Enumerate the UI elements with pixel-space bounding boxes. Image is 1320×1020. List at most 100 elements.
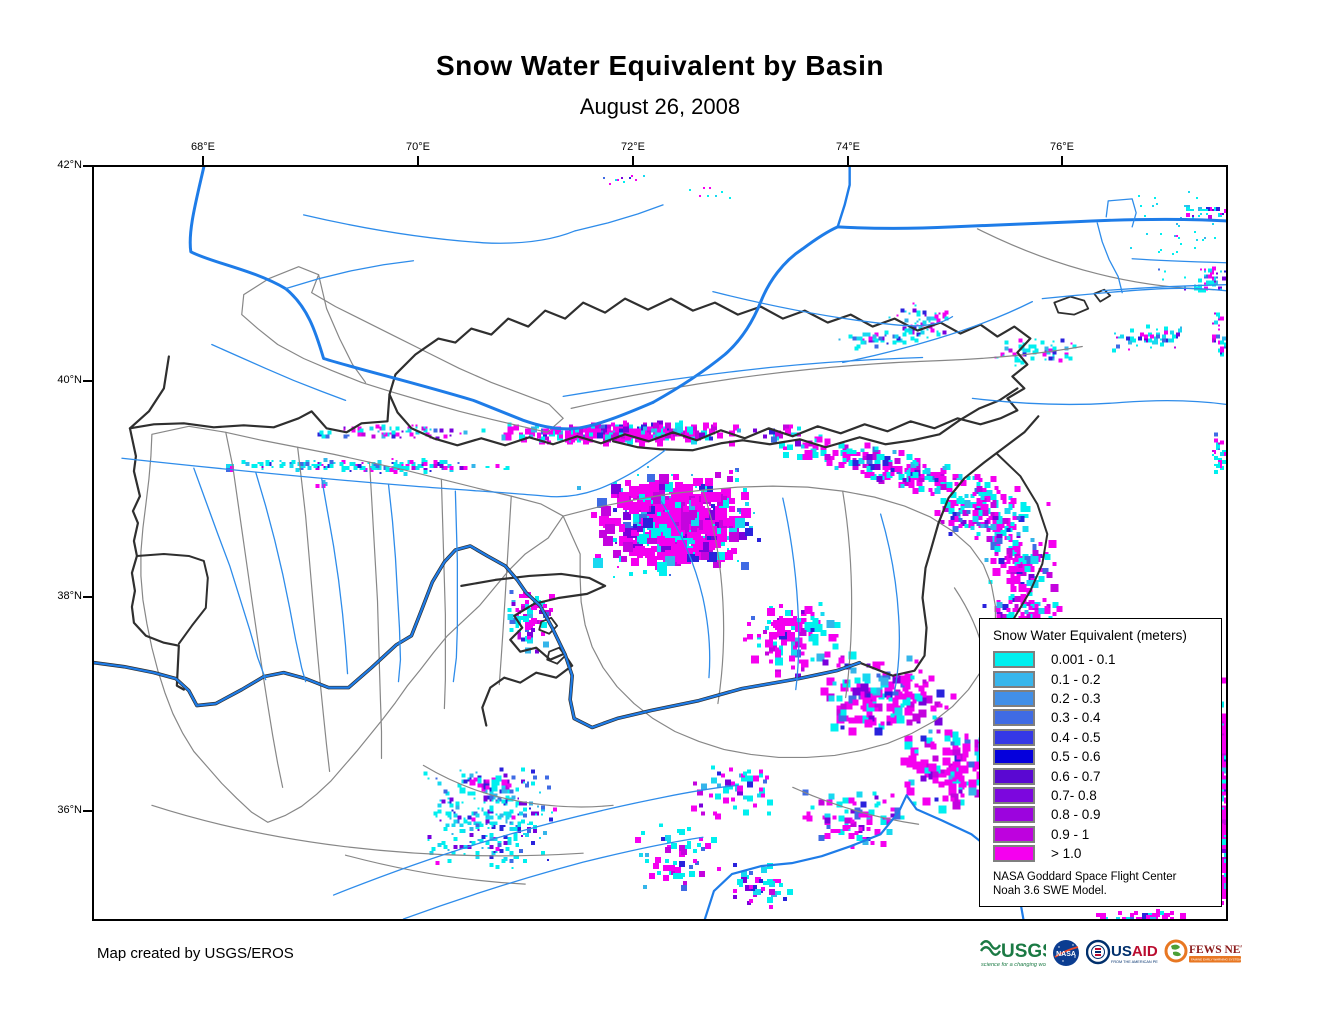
basin-boundary [297, 446, 331, 772]
legend-swatch [993, 689, 1035, 707]
river [562, 356, 924, 398]
basin-boundary [842, 490, 853, 699]
legend-source-line2: Noah 3.6 SWE Model. [993, 885, 1107, 898]
river [387, 483, 402, 683]
river [188, 167, 655, 431]
river [211, 343, 347, 402]
legend-label: 0.001 - 0.1 [1051, 652, 1116, 668]
legend-swatch [993, 728, 1035, 746]
river [1096, 222, 1123, 294]
legend-swatch [993, 786, 1035, 804]
basin-boundary [344, 854, 526, 885]
legend-swatch [993, 709, 1035, 727]
river [402, 836, 704, 919]
usaid-logo: USAID FROM THE AMERICAN PEOPLE [1086, 939, 1158, 965]
river [121, 449, 666, 498]
basin-boundary [792, 786, 920, 825]
basin-boundary [440, 478, 446, 710]
axis-label-left: 36°N [57, 804, 82, 816]
river [320, 477, 349, 675]
basin-boundary [976, 228, 1215, 291]
basin-boundary [318, 274, 367, 384]
nasa-logo: NASA [1053, 940, 1079, 966]
river [285, 260, 415, 290]
legend-label: 0.1 - 0.2 [1051, 671, 1101, 687]
axis-tick-top [417, 156, 419, 165]
basin-boundary [562, 485, 997, 759]
page-title: Snow Water Equivalent by Basin [435, 50, 885, 81]
legend-row: 0.3 - 0.4 [993, 708, 1215, 727]
axis-label-left: 40°N [57, 374, 82, 386]
river [255, 471, 307, 683]
legend-swatch [993, 748, 1035, 766]
legend-label: 0.4 - 0.5 [1051, 729, 1101, 745]
fewsnet-logo-text: FEWS NET [1189, 944, 1242, 956]
river [971, 397, 1226, 406]
legend-swatch [993, 767, 1035, 785]
legend-swatch [993, 670, 1035, 688]
fewsnet-logo: FEWS NET FAMINE EARLY WARNING SYSTEMS NE… [1164, 939, 1242, 963]
legend-row: 0.4 - 0.5 [993, 728, 1215, 747]
axis-tick-left [83, 596, 92, 598]
river [1041, 287, 1226, 300]
axis-tick-left [83, 380, 92, 382]
legend-row: 0.8 - 0.9 [993, 805, 1215, 824]
axis-label-top: 74°E [836, 141, 860, 153]
legend-row: 0.1 - 0.2 [993, 669, 1215, 688]
axis-label-top: 68°E [191, 141, 215, 153]
country-border [460, 572, 607, 727]
basin-boundary [422, 764, 614, 808]
river [574, 204, 664, 232]
map-frame: Snow Water Equivalent (meters) 0.001 - 0… [92, 165, 1228, 921]
country-border [858, 415, 1040, 677]
map-credit: Map created by USGS/EROS [97, 945, 294, 962]
legend-label: 0.8 - 0.9 [1051, 807, 1101, 823]
basin-boundary [570, 345, 1083, 409]
country-border [546, 646, 567, 665]
legend-label: > 1.0 [1051, 846, 1082, 862]
axis-tick-top [632, 156, 634, 165]
axis-tick-left [83, 165, 92, 167]
legend-row: 0.9 - 1 [993, 825, 1215, 844]
legend-row: 0.5 - 0.6 [993, 747, 1215, 766]
legend-row: 0.001 - 0.1 [993, 650, 1215, 669]
river [712, 291, 954, 327]
usaid-logo-text: USAID [1111, 943, 1158, 960]
usgs-logo: USGS science for a changing world [980, 940, 1046, 968]
legend-label: 0.7- 0.8 [1051, 787, 1097, 803]
axis-label-top: 72°E [621, 141, 645, 153]
country-border [128, 427, 185, 691]
legend-swatch [993, 825, 1035, 843]
page-subtitle: August 26, 2008 [579, 94, 741, 119]
country-border [128, 355, 391, 434]
legend-swatch [993, 845, 1035, 863]
river [660, 500, 711, 679]
axis-label-left: 42°N [57, 159, 82, 171]
river [1105, 198, 1137, 228]
axis-tick-top [847, 156, 849, 165]
river [452, 490, 459, 683]
country-border [388, 297, 1032, 447]
country-border [1053, 295, 1090, 316]
river [836, 217, 1226, 230]
legend-rows: 0.001 - 0.1 0.1 - 0.2 0.2 - 0.3 0.3 - 0.4 0.… [993, 650, 1215, 863]
axis-label-top: 76°E [1050, 141, 1074, 153]
basin-boundary [151, 804, 584, 857]
legend-label: 0.9 - 1 [1051, 826, 1090, 842]
basin-boundary [368, 461, 383, 760]
river [836, 167, 851, 229]
basin-boundary [140, 425, 564, 823]
river [879, 513, 900, 693]
legend-label: 0.6 - 0.7 [1051, 768, 1101, 784]
usaid-logo-tagline: FROM THE AMERICAN PEOPLE [1111, 960, 1158, 964]
country-border [1093, 288, 1112, 303]
river [94, 544, 861, 729]
country-border [94, 544, 862, 730]
fewsnet-logo-tagline: FAMINE EARLY WARNING SYSTEMS NETWORK [1191, 958, 1242, 962]
logo-row: USGS science for a changing world NASA U… [980, 936, 1242, 970]
river [651, 225, 840, 404]
legend-row: 0.7- 0.8 [993, 786, 1215, 805]
legend-label: 0.3 - 0.4 [1051, 710, 1101, 726]
river [703, 794, 1025, 919]
